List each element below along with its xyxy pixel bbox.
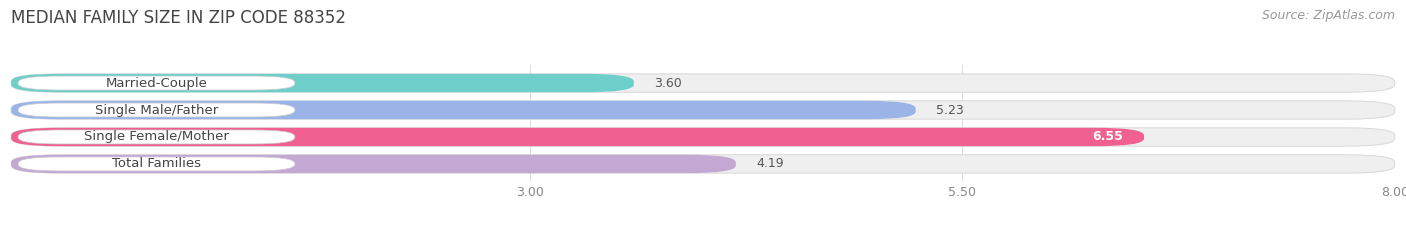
FancyBboxPatch shape bbox=[18, 157, 295, 171]
FancyBboxPatch shape bbox=[11, 155, 735, 173]
FancyBboxPatch shape bbox=[11, 155, 1395, 173]
FancyBboxPatch shape bbox=[11, 74, 634, 92]
Text: Single Male/Father: Single Male/Father bbox=[94, 103, 218, 116]
Text: Total Families: Total Families bbox=[112, 158, 201, 171]
Text: Married-Couple: Married-Couple bbox=[105, 76, 208, 89]
Text: 4.19: 4.19 bbox=[756, 158, 785, 171]
FancyBboxPatch shape bbox=[11, 74, 1395, 92]
FancyBboxPatch shape bbox=[11, 128, 1144, 146]
Text: MEDIAN FAMILY SIZE IN ZIP CODE 88352: MEDIAN FAMILY SIZE IN ZIP CODE 88352 bbox=[11, 9, 346, 27]
FancyBboxPatch shape bbox=[11, 101, 1395, 119]
Text: 6.55: 6.55 bbox=[1092, 130, 1123, 144]
Text: 5.23: 5.23 bbox=[936, 103, 965, 116]
FancyBboxPatch shape bbox=[18, 103, 295, 117]
FancyBboxPatch shape bbox=[11, 101, 915, 119]
FancyBboxPatch shape bbox=[11, 128, 1395, 146]
Text: Source: ZipAtlas.com: Source: ZipAtlas.com bbox=[1261, 9, 1395, 22]
FancyBboxPatch shape bbox=[18, 76, 295, 90]
Text: Single Female/Mother: Single Female/Mother bbox=[84, 130, 229, 144]
FancyBboxPatch shape bbox=[18, 130, 295, 144]
Text: 3.60: 3.60 bbox=[655, 76, 682, 89]
